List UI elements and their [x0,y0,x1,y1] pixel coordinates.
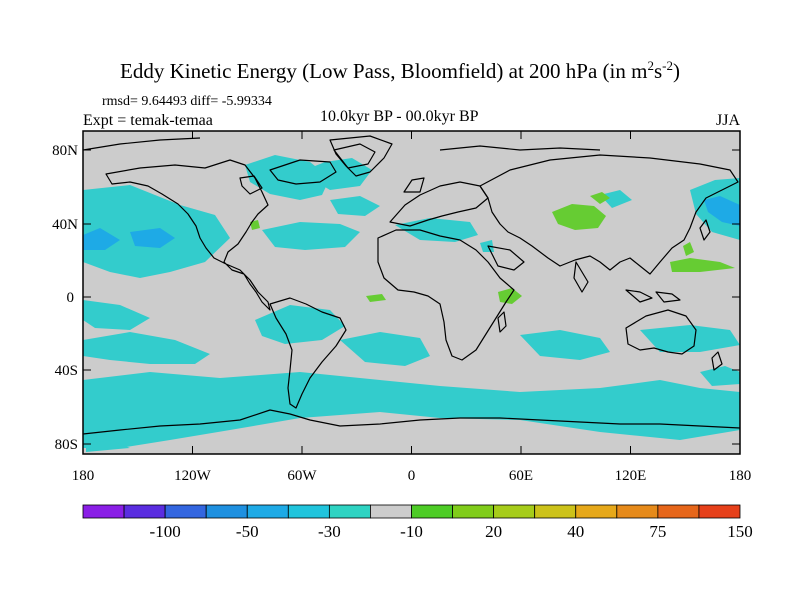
lon-label-60w: 60W [287,468,317,484]
colorbar-label: 40 [567,522,584,541]
colorbar-swatch [698,504,741,519]
colorbar-swatch [246,504,289,519]
lon-label-120e: 120E [615,468,647,484]
lon-label-0: 0 [408,468,416,484]
colorbar-label: -30 [318,522,341,541]
chart-title: Eddy Kinetic Energy (Low Pass, Bloomfiel… [120,58,680,83]
lat-ticks [83,149,740,445]
colorbar-swatch [411,504,453,519]
colorbar: -100 -50 -30 -10 20 40 75 150 [82,504,753,541]
colorbar-label: 75 [649,522,666,541]
season-label: JJA [716,112,741,129]
colorbar-label: -10 [400,522,423,541]
coastlines [83,135,740,435]
colorbar-swatch [657,504,700,519]
colorbar-swatch [534,504,577,519]
lon-label-120w: 120W [174,468,212,484]
lat-label-80n: 80N [52,143,78,159]
colorbar-swatch [123,504,166,519]
colorbar-swatch [370,504,412,519]
greenland-coast [329,135,393,177]
lat-label-40s: 40S [55,363,78,379]
colorbar-swatch [493,504,536,519]
colorbar-swatch [82,504,125,519]
colorbar-label: -100 [150,522,181,541]
colorbar-swatch [205,504,248,519]
asia-coast [479,154,739,275]
colorbar-swatch [616,504,659,519]
africa-coast [377,229,515,361]
colorbar-swatch [452,504,495,519]
south-america-coast [269,297,347,409]
lon-label-60e: 60E [509,468,533,484]
lat-label-0: 0 [67,290,75,306]
stats-line: rmsd= 9.64493 diff= -5.99334 [102,94,272,109]
lat-label-40n: 40N [52,217,78,233]
lat-label-80s: 80S [55,437,78,453]
antarctica-coast [83,409,740,435]
colorbar-swatch [328,504,371,519]
negative-anomaly-cores [130,196,740,248]
lon-label-180w: 180 [72,468,95,484]
colorbar-label: 20 [485,522,502,541]
colorbar-label: 150 [727,522,753,541]
colorbar-swatch [164,504,207,519]
positive-anomaly-regions [250,192,735,304]
colorbar-label: -50 [236,522,259,541]
negative-anomaly-regions [83,155,740,452]
colorbar-swatch [287,504,330,519]
lon-label-180e: 180 [729,468,752,484]
australia-coast [625,309,697,355]
period-label: 10.0kyr BP - 00.0kyr BP [320,108,479,125]
colorbar-swatch [575,504,618,519]
field-shading [83,135,740,452]
lon-ticks [82,131,631,454]
experiment-label: Expt = temak-temaa [83,112,213,129]
